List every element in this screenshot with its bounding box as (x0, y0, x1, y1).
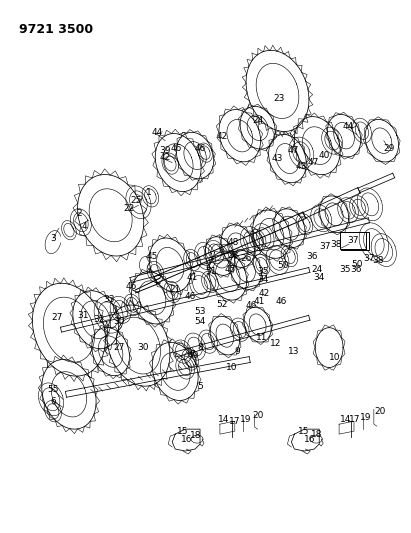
Text: 20: 20 (374, 407, 386, 416)
Text: 48: 48 (227, 238, 238, 247)
Text: 34: 34 (314, 273, 325, 282)
Text: 4: 4 (82, 222, 88, 231)
Text: 33: 33 (103, 295, 114, 304)
Text: 47: 47 (307, 158, 319, 167)
Text: 25: 25 (131, 196, 142, 205)
Text: 46: 46 (194, 144, 206, 153)
Text: 16: 16 (181, 434, 193, 443)
Text: 17: 17 (349, 415, 361, 424)
Text: 9721 3500: 9721 3500 (19, 23, 93, 36)
Text: 42: 42 (216, 132, 228, 141)
Text: 50: 50 (278, 261, 289, 270)
Text: 32: 32 (93, 315, 104, 324)
Text: 30: 30 (138, 343, 149, 352)
Text: 40: 40 (319, 151, 330, 160)
Text: 16: 16 (304, 434, 315, 443)
Text: 44: 44 (152, 128, 163, 137)
Text: 29: 29 (383, 144, 395, 153)
Text: 28: 28 (227, 251, 238, 260)
Text: 10: 10 (226, 363, 238, 372)
Text: 11: 11 (256, 333, 268, 342)
Text: 43: 43 (296, 162, 307, 171)
Text: 44: 44 (342, 122, 353, 131)
Text: 9: 9 (234, 347, 240, 356)
Text: 55: 55 (47, 385, 59, 394)
Text: 45: 45 (147, 252, 158, 261)
Text: 46: 46 (126, 282, 137, 292)
Text: 37: 37 (319, 241, 331, 251)
Text: 14: 14 (340, 415, 352, 424)
Text: 46: 46 (246, 301, 257, 310)
Text: 46: 46 (276, 297, 287, 306)
Text: 41: 41 (187, 273, 198, 282)
Text: 47: 47 (288, 146, 299, 155)
Text: 54: 54 (194, 317, 206, 326)
Text: 36: 36 (307, 252, 318, 261)
Text: 27: 27 (51, 313, 63, 322)
Text: 45: 45 (224, 265, 236, 274)
Text: 52: 52 (216, 300, 228, 309)
Text: 23: 23 (274, 94, 285, 103)
Text: 39: 39 (159, 146, 171, 155)
Text: 46: 46 (171, 144, 182, 153)
Text: 27: 27 (113, 343, 124, 352)
Text: 15: 15 (298, 426, 309, 435)
Text: 6: 6 (50, 397, 56, 406)
Text: 49: 49 (187, 351, 199, 360)
Text: 36: 36 (350, 265, 362, 274)
Text: 1: 1 (145, 188, 151, 197)
Bar (340, 232, 366, 249)
Text: 42: 42 (159, 153, 171, 162)
Text: 31: 31 (77, 311, 89, 320)
Text: 50: 50 (351, 260, 363, 269)
Text: 24: 24 (252, 116, 263, 125)
Text: 5: 5 (197, 382, 203, 391)
Text: 14: 14 (218, 415, 230, 424)
Text: 2: 2 (76, 209, 82, 218)
Text: 15: 15 (178, 426, 189, 435)
Text: 46: 46 (185, 292, 196, 301)
Text: 53: 53 (194, 307, 206, 316)
Text: 17: 17 (229, 417, 240, 426)
Text: 21: 21 (169, 285, 181, 294)
Text: 38: 38 (372, 255, 383, 264)
Text: 37: 37 (363, 254, 375, 263)
Text: 51: 51 (205, 268, 217, 277)
Text: 19: 19 (240, 415, 252, 424)
Text: 42: 42 (259, 289, 270, 298)
Text: 37: 37 (347, 236, 359, 245)
Text: 19: 19 (360, 413, 372, 422)
Text: 20: 20 (252, 411, 263, 419)
Text: 41: 41 (254, 297, 266, 306)
Text: 26: 26 (240, 254, 252, 263)
Text: 30: 30 (113, 317, 125, 326)
Text: 18: 18 (310, 430, 322, 439)
Text: 34: 34 (257, 276, 268, 285)
Text: 7: 7 (189, 350, 195, 359)
Text: 13: 13 (288, 347, 299, 356)
Text: 22: 22 (123, 204, 134, 213)
Text: 38: 38 (330, 240, 342, 248)
Text: 8: 8 (197, 343, 203, 352)
Text: 35: 35 (257, 268, 268, 277)
Text: 35: 35 (339, 265, 351, 274)
Text: 10: 10 (329, 353, 341, 362)
Text: 43: 43 (272, 154, 283, 163)
Bar (341, 232, 369, 250)
Text: 24: 24 (312, 265, 323, 274)
Text: 12: 12 (270, 339, 281, 348)
Text: 18: 18 (190, 431, 202, 440)
Text: 3: 3 (50, 233, 56, 243)
